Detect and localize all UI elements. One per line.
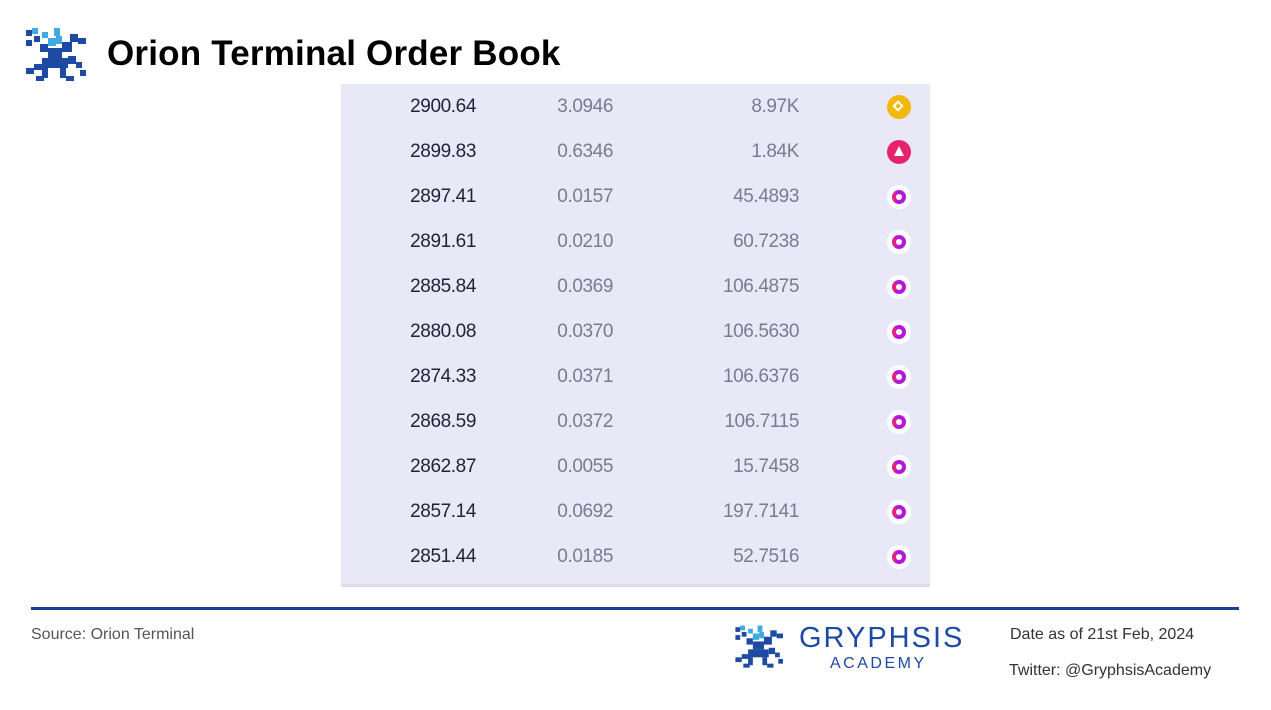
order-row[interactable]: 2851.44 0.0185 52.7516: [341, 534, 930, 579]
gryphon-logo-icon: [26, 28, 86, 81]
order-row[interactable]: 2899.83 0.6346 1.84K: [341, 129, 930, 174]
order-price: 2857.14: [410, 501, 476, 522]
orion-icon: [887, 365, 911, 389]
order-row[interactable]: 2891.61 0.0210 60.7238: [341, 219, 930, 264]
order-amount: 0.0372: [557, 411, 613, 432]
order-row[interactable]: 2868.59 0.0372 106.7115: [341, 399, 930, 444]
order-row[interactable]: 2880.08 0.0370 106.5630: [341, 309, 930, 354]
order-price: 2868.59: [410, 411, 476, 432]
order-price: 2851.44: [410, 546, 476, 567]
footer-divider: [31, 607, 1239, 610]
orion-icon: [887, 545, 911, 569]
order-amount: 0.0157: [557, 186, 613, 207]
order-row[interactable]: 2885.84 0.0369 106.4875: [341, 264, 930, 309]
arbitrum-icon: [887, 140, 911, 164]
gryphon-logo-icon: [735, 625, 783, 668]
orion-icon: [887, 500, 911, 524]
order-price: 2885.84: [410, 276, 476, 297]
orion-icon: [887, 230, 911, 254]
order-total: 45.4893: [733, 186, 799, 207]
order-amount: 0.0371: [557, 366, 613, 387]
order-total: 60.7238: [733, 231, 799, 252]
order-price: 2874.33: [410, 366, 476, 387]
order-price: 2891.61: [410, 231, 476, 252]
order-amount: 3.0946: [557, 96, 613, 117]
source-note: Source: Orion Terminal: [31, 626, 195, 643]
orion-icon: [887, 410, 911, 434]
date-note: Date as of 21st Feb, 2024: [1010, 626, 1195, 643]
order-amount: 0.0055: [557, 456, 613, 477]
orion-icon: [887, 320, 911, 344]
brand-name: GRYPHSIS: [799, 622, 965, 654]
order-total: 15.7458: [733, 456, 799, 477]
order-total: 106.5630: [722, 321, 799, 342]
order-amount: 0.0692: [557, 501, 613, 522]
orion-icon: [887, 455, 911, 479]
order-row[interactable]: 2862.87 0.0055 15.7458: [341, 444, 930, 489]
order-total: 197.7141: [722, 501, 799, 522]
order-row[interactable]: 2897.41 0.0157 45.4893: [341, 174, 930, 219]
brand-subtitle: ACADEMY: [830, 655, 927, 672]
order-amount: 0.0210: [557, 231, 613, 252]
order-book-panel: 2900.64 3.0946 8.97K 2899.83 0.6346 1.84…: [341, 84, 930, 587]
order-price: 2900.64: [410, 96, 476, 117]
page-title: Orion Terminal Order Book: [107, 34, 561, 73]
order-price: 2897.41: [410, 186, 476, 207]
order-row[interactable]: 2857.14 0.0692 197.7141: [341, 489, 930, 534]
order-total: 8.97K: [751, 96, 799, 117]
order-total: 106.6376: [722, 366, 799, 387]
order-row[interactable]: 2874.33 0.0371 106.6376: [341, 354, 930, 399]
order-amount: 0.0369: [557, 276, 613, 297]
order-amount: 0.0370: [557, 321, 613, 342]
order-amount: 0.6346: [557, 141, 613, 162]
order-amount: 0.0185: [557, 546, 613, 567]
order-price: 2880.08: [410, 321, 476, 342]
twitter-handle[interactable]: Twitter: @GryphsisAcademy: [1009, 662, 1212, 679]
order-total: 52.7516: [733, 546, 799, 567]
order-total: 106.7115: [724, 411, 799, 432]
order-total: 106.4875: [722, 276, 799, 297]
orion-icon: [887, 275, 911, 299]
order-row[interactable]: 2900.64 3.0946 8.97K: [341, 84, 930, 129]
bnb-icon: [887, 95, 911, 119]
order-price: 2899.83: [410, 141, 476, 162]
order-total: 1.84K: [751, 141, 799, 162]
order-price: 2862.87: [410, 456, 476, 477]
orion-icon: [887, 185, 911, 209]
